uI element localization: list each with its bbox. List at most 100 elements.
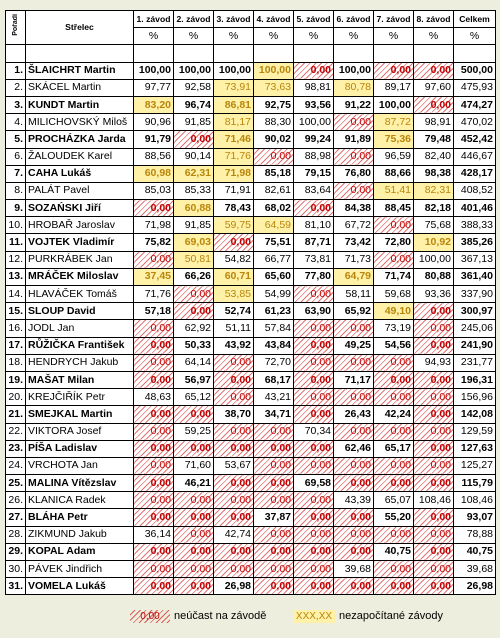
race-score-cell: 0,00 bbox=[333, 456, 374, 476]
shooter-name: PALÁT Pavel bbox=[25, 181, 134, 201]
rank-cell: 15. bbox=[5, 302, 26, 321]
race-score-cell: 0,00 bbox=[213, 353, 254, 372]
race-score-cell: 73,81 bbox=[293, 250, 334, 269]
rank-cell: 5. bbox=[5, 130, 26, 149]
race-score-cell: 0,00 bbox=[293, 405, 334, 424]
race-score-cell: 0,00 bbox=[133, 319, 174, 338]
shooter-name: SMEJKAL Martin bbox=[25, 405, 134, 424]
total-cell: 196,31 bbox=[453, 370, 496, 390]
race-score-cell: 0,00 bbox=[213, 422, 254, 441]
table-row: 6. ŽALOUDEK Karel 88,56 90,14 71,76 0,00 88,98… bbox=[5, 147, 496, 166]
rank-cell: 17. bbox=[5, 336, 26, 355]
race-score-cell: 68,02 bbox=[253, 199, 294, 218]
rank-cell: 14. bbox=[5, 284, 26, 304]
table-row: 9. SOZAŃSKI Jiří 0,00 60,88 78,43 68,02 0,00 84… bbox=[5, 199, 496, 218]
race-score-cell: 65,92 bbox=[333, 302, 374, 321]
race-score-cell: 48,63 bbox=[133, 388, 174, 407]
race-score-cell: 0,00 bbox=[333, 147, 374, 166]
race-score-cell: 0,00 bbox=[333, 525, 374, 544]
race-score-cell: 0,00 bbox=[253, 491, 294, 510]
race-score-cell: 0,00 bbox=[293, 61, 334, 80]
rank-cell: 8. bbox=[5, 181, 26, 201]
race-score-cell: 108,46 bbox=[413, 491, 454, 510]
race-score-cell: 75,36 bbox=[373, 130, 414, 149]
table-row: 13. MRÁČEK Miloslav 37,45 66,26 60,71 65,60 77… bbox=[5, 267, 496, 287]
table-row: 4. MILICHOVSKÝ Miloš 90,96 91,85 81,17 88,30 1… bbox=[5, 113, 496, 132]
total-cell: 452,42 bbox=[453, 130, 496, 149]
race-score-cell: 85,03 bbox=[133, 181, 174, 201]
total-cell: 361,40 bbox=[453, 267, 496, 287]
race-score-cell: 71,17 bbox=[333, 370, 374, 390]
race-score-cell: 93,36 bbox=[413, 284, 454, 304]
race-score-cell: 70,34 bbox=[293, 422, 334, 441]
rank-cell: 25. bbox=[5, 474, 26, 493]
race-score-cell: 0,00 bbox=[213, 474, 254, 493]
race-score-cell: 64,79 bbox=[333, 267, 374, 287]
race-score-cell: 0,00 bbox=[413, 336, 454, 355]
race-score-cell: 0,00 bbox=[413, 405, 454, 424]
table-row: 8. PALÁT Pavel 85,03 85,33 71,91 82,61 83,64 0,… bbox=[5, 181, 496, 201]
total-cell: 142,08 bbox=[453, 405, 496, 424]
race-score-cell: 0,00 bbox=[213, 439, 254, 458]
race-score-cell: 0,00 bbox=[373, 353, 414, 372]
race-score-cell: 100,00 bbox=[253, 61, 294, 80]
race-score-cell: 0,00 bbox=[413, 95, 454, 115]
total-cell: 300,97 bbox=[453, 302, 496, 321]
rank-cell: 16. bbox=[5, 319, 26, 338]
race-score-cell: 93,56 bbox=[293, 95, 334, 115]
race-score-cell: 67,72 bbox=[333, 216, 374, 235]
race-score-cell: 62,31 bbox=[173, 164, 214, 183]
race-score-cell: 80,88 bbox=[413, 267, 454, 287]
race-score-cell: 0,00 bbox=[413, 559, 454, 579]
rank-cell: 2. bbox=[5, 78, 26, 97]
race-score-cell: 61,23 bbox=[253, 302, 294, 321]
race-score-cell: 0,00 bbox=[293, 199, 334, 218]
race-score-cell: 91,85 bbox=[173, 216, 214, 235]
race-score-cell: 56,97 bbox=[173, 370, 214, 390]
race-6-header: 6. závod bbox=[333, 9, 374, 29]
race-score-cell: 87,72 bbox=[373, 113, 414, 132]
race-score-cell: 0,00 bbox=[173, 525, 214, 544]
race-score-cell: 0,00 bbox=[333, 388, 374, 407]
race-score-cell: 98,38 bbox=[413, 164, 454, 183]
rank-cell: 4. bbox=[5, 113, 26, 132]
race-score-cell: 73,63 bbox=[253, 78, 294, 97]
table-row: 2. SKÁCEL Martin 97,77 92,58 73,91 73,63 98,81… bbox=[5, 78, 496, 97]
shooter-name: PÍŠA Ladislav bbox=[25, 439, 134, 458]
rank-cell: 31. bbox=[5, 577, 26, 596]
race-score-cell: 60,98 bbox=[133, 164, 174, 183]
race-score-cell: 80,78 bbox=[333, 78, 374, 97]
shooter-name: PÁVEK Jindřich bbox=[25, 559, 134, 579]
shooter-name: HENDRYCH Jakub bbox=[25, 353, 134, 372]
race-score-cell: 100,00 bbox=[293, 113, 334, 132]
total-cell: 108,46 bbox=[453, 491, 496, 510]
race-score-cell: 0,00 bbox=[413, 319, 454, 338]
header-row: Pořadí Střelec 1. závod 2. závod 3. závo… bbox=[5, 9, 496, 46]
race-score-cell: 0,00 bbox=[413, 456, 454, 476]
rank-cell: 30. bbox=[5, 559, 26, 579]
race-score-cell: 0,00 bbox=[133, 199, 174, 218]
race-score-cell: 0,00 bbox=[293, 559, 334, 579]
race-score-cell: 65,12 bbox=[173, 388, 214, 407]
race-score-cell: 0,00 bbox=[213, 491, 254, 510]
race-score-cell: 55,20 bbox=[373, 508, 414, 527]
total-cell: 156,96 bbox=[453, 388, 496, 407]
race-score-cell: 0,00 bbox=[333, 181, 374, 201]
race-score-cell: 75,82 bbox=[133, 233, 174, 252]
race-score-cell: 0,00 bbox=[133, 456, 174, 476]
results-table: Pořadí Střelec 1. závod 2. závod 3. závo… bbox=[5, 9, 496, 596]
unit-cell: % bbox=[253, 27, 294, 46]
race-score-cell: 77,80 bbox=[293, 267, 334, 287]
race-score-cell: 0,00 bbox=[133, 336, 174, 355]
race-score-cell: 75,68 bbox=[413, 216, 454, 235]
race-score-cell: 54,56 bbox=[373, 336, 414, 355]
race-score-cell: 0,00 bbox=[173, 284, 214, 304]
table-row: 25. MALINA Vítězslav 0,00 46,21 0,00 0,00 69,5… bbox=[5, 474, 496, 493]
race-score-cell: 43,21 bbox=[253, 388, 294, 407]
rank-cell: 24. bbox=[5, 456, 26, 476]
race-score-cell: 59,68 bbox=[373, 284, 414, 304]
race-score-cell: 0,00 bbox=[373, 422, 414, 441]
table-row: 27. BLÁHA Petr 0,00 0,00 0,00 37,87 0,00 0,00 55… bbox=[5, 508, 496, 527]
table-row: 1. ŠLAICHRT Martin 100,00 100,00 100,00 100,0… bbox=[5, 61, 496, 80]
shooter-name: KUNDT Martin bbox=[25, 95, 134, 115]
